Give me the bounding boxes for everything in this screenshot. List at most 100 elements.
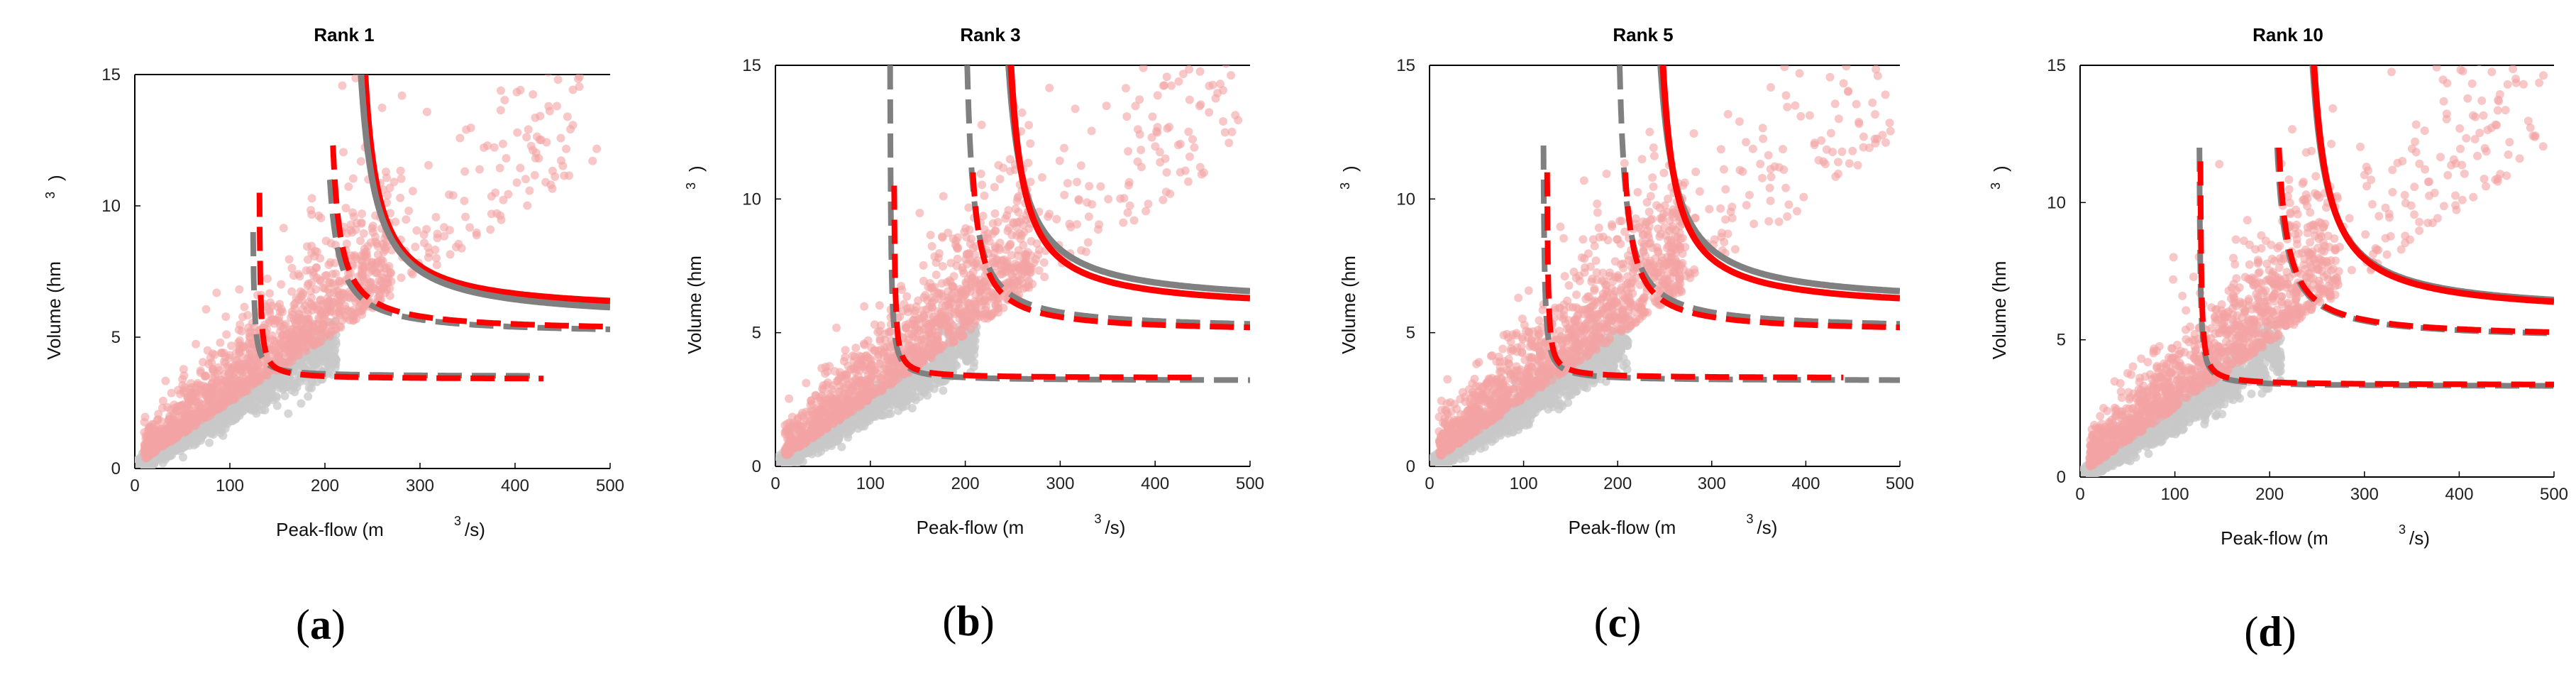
scatter-point-grey	[182, 434, 191, 444]
scatter-point-pink	[1055, 156, 1064, 165]
scatter-point-pink	[520, 46, 529, 55]
scatter-point-pink	[919, 261, 928, 270]
scatter-point-pink	[512, 178, 521, 187]
scatter-point-pink	[531, 113, 540, 122]
x-tick-label: 500	[596, 476, 624, 495]
scatter-point-grey	[900, 388, 908, 397]
scatter-point-pink	[1162, 168, 1171, 177]
scatter-point-pink	[1060, 143, 1068, 153]
scatter-point-pink	[1188, 135, 1197, 144]
scatter-point-pink	[201, 412, 210, 422]
scatter-point-pink	[1122, 84, 1130, 93]
scatter-point-pink	[311, 246, 320, 256]
scatter-point-pink	[262, 274, 272, 283]
scatter-point-pink	[595, 45, 603, 54]
scatter-point-pink	[1161, 187, 1171, 197]
scatter-point-pink	[322, 307, 331, 317]
scatter-point-pink	[312, 263, 321, 272]
scatter-point-pink	[243, 387, 252, 396]
scatter-point-pink	[1063, 179, 1072, 188]
scatter-point-pink	[235, 390, 244, 400]
scatter-point-grey	[885, 390, 895, 400]
scatter-point-pink	[381, 288, 390, 297]
scatter-point-pink	[582, 28, 591, 36]
scatter-point-pink	[422, 107, 431, 116]
scatter-point-pink	[233, 361, 243, 371]
scatter-point-grey	[247, 406, 256, 415]
scatter-point-pink	[397, 91, 407, 100]
scatter-point-pink	[251, 376, 260, 385]
scatter-point-pink	[344, 269, 353, 278]
scatter-point-pink	[199, 358, 207, 367]
scatter-point-pink	[562, 144, 571, 153]
scatter-point-pink	[309, 340, 318, 349]
scatter-point-pink	[431, 246, 440, 254]
y-tick-label: 0	[111, 459, 121, 478]
scatter-point-pink	[568, 31, 577, 39]
scatter-point-pink	[237, 380, 246, 390]
scatter-point-grey	[171, 446, 180, 455]
scatter-point-pink	[1198, 44, 1207, 53]
scatter-point-pink	[408, 187, 417, 196]
scatter-point-pink	[504, 190, 513, 199]
scatter-point-pink	[265, 305, 274, 314]
scatter-point-pink	[1185, 95, 1194, 104]
scatter-point-pink	[1102, 102, 1111, 111]
curve-dashed	[256, 192, 544, 382]
scatter-point-pink	[184, 403, 193, 412]
scatter-point-pink	[558, 40, 567, 49]
scatter-point-pink	[486, 225, 495, 234]
scatter-point-pink	[516, 85, 525, 94]
scatter-point-pink	[248, 368, 257, 378]
scatter-point-pink	[1024, 158, 1033, 168]
scatter-point-pink	[1185, 152, 1194, 161]
scatter-point-pink	[939, 262, 947, 271]
scatter-point-grey	[892, 388, 902, 398]
scatter-point-pink	[927, 242, 936, 251]
scatter-point-pink	[344, 182, 353, 191]
scatter-point-pink	[289, 271, 298, 280]
scatter-point-grey	[779, 458, 788, 466]
scatter-point-grey	[272, 401, 282, 410]
scatter-point-pink	[372, 286, 382, 295]
x-axis-label: Peak-flow (m	[276, 519, 384, 540]
scatter-point-pink	[545, 106, 554, 116]
scatter-point-pink	[961, 224, 971, 233]
scatter-point-pink	[1010, 219, 1019, 228]
scatter-point-pink	[331, 317, 340, 326]
scatter-point-grey	[290, 388, 299, 397]
scatter-point-grey	[910, 392, 919, 401]
scatter-point-pink	[1014, 251, 1022, 261]
scatter-point-pink	[355, 307, 365, 317]
scatter-point-pink	[1231, 111, 1240, 120]
scatter-point-pink	[1225, 138, 1234, 148]
scatter-point-pink	[326, 278, 334, 287]
scatter-point-pink	[397, 174, 406, 183]
scatter-point-pink	[1037, 172, 1046, 182]
y-axis-label-unit: )	[45, 175, 66, 181]
x-tick-label: 300	[406, 476, 434, 495]
scatter-point-pink	[410, 55, 419, 64]
scatter-point-pink	[166, 432, 175, 441]
scatter-point-pink	[243, 362, 253, 371]
scatter-point-pink	[216, 338, 225, 347]
scatter-point-pink	[1123, 208, 1132, 217]
scatter-point-grey	[321, 349, 330, 358]
scatter-point-pink	[230, 373, 239, 383]
scatter-point-pink	[314, 211, 324, 220]
scatter-point-pink	[531, 153, 540, 163]
scatter-point-pink	[303, 242, 311, 251]
scatter-point-pink	[298, 327, 307, 336]
scatter-point-grey	[837, 442, 846, 451]
scatter-point-pink	[930, 252, 939, 261]
scatter-point-grey	[269, 380, 278, 390]
scatter-point-pink	[1156, 28, 1164, 36]
scatter-point-pink	[312, 273, 321, 283]
scatter-point-grey	[946, 345, 956, 354]
scatter-point-grey	[205, 438, 214, 447]
scatter-point-pink	[455, 133, 465, 143]
y-tick-label: 15	[101, 65, 121, 84]
scatter-point-pink	[1024, 276, 1034, 285]
scatter-point-pink	[490, 143, 499, 152]
scatter-point-pink	[397, 273, 406, 283]
